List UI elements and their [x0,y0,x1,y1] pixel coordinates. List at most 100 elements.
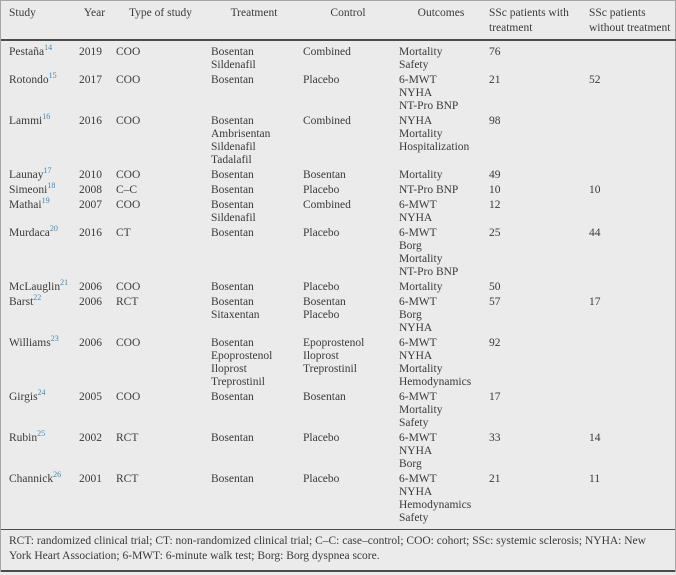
header-row: Study Year Type of study Treatment Control Ou… [1,1,676,41]
year-cell: 2001 [79,473,102,485]
outcomes-cell-line: NYHA [399,115,433,127]
outcomes-cell: 6-MWT NYHA NT-Pro BNP [399,73,489,114]
column-header: SSc patients with treatment [489,1,589,41]
study-cell: Williams23 [1,334,79,390]
outcomes-cell-line: NYHA [399,322,433,334]
citation-ref-link[interactable]: 22 [33,293,42,303]
without-treatment-cell: 17 [589,296,601,308]
type-cell: COO [116,281,141,293]
with-treatment-cell: 50 [489,281,501,293]
outcomes-cell-line: 6-MWT [399,199,437,211]
control-cell: Epoprostenol Iloprost Treprostinil [303,336,399,390]
studies-table: Study Year Type of study Treatment Control Ou… [1,1,676,529]
treatment-cell-line: Bosentan [211,281,254,293]
outcomes-cell-line: Borg [399,458,422,470]
citation-ref-link[interactable]: 15 [48,71,57,81]
outcomes-cell-line: 6-MWT [399,74,437,86]
column-header: Outcomes [399,1,489,41]
control-cell-line: Treprostinil [303,363,357,375]
with-treatment-cell: 21 [489,473,501,485]
control-cell-line: Combined [303,199,351,211]
study-cell: Rotondo15 [1,71,79,114]
outcomes-cell-line: Hemodynamics [399,376,472,388]
year-cell: 2006 [79,281,102,293]
table-footnote: RCT: randomized clinical trial; CT: non-… [1,529,675,572]
outcomes-cell: NT-Pro BNP [399,183,489,198]
type-cell: COO [116,46,141,58]
table-row: Girgis24 2005 COO Bosentan Bosentan 6-MWT Mort… [1,388,676,431]
treatment-cell-line: Sildenafil [211,141,256,153]
citation-ref-link[interactable]: 14 [44,43,53,53]
outcomes-cell: 6-MWT NYHA Hemodynamics Safety [399,472,489,529]
control-cell-line: Epoprostenol [303,337,365,349]
citation-ref-link[interactable]: 19 [41,196,50,206]
study-name: Channick [9,473,54,485]
citation-ref-link[interactable]: 18 [47,181,56,191]
study-name: Launay [9,169,44,181]
treatment-cell-line: Ambrisentan [211,128,271,140]
citation-ref-link[interactable]: 20 [49,224,58,234]
study-cell: Pestaña14 [1,40,79,73]
outcomes-cell: Mortality Safety [399,40,489,73]
study-cell: Rubin25 [1,429,79,472]
treatment-cell: Bosentan [211,431,303,472]
outcomes-cell: 6-MWT Borg Mortality NT-Pro BNP [399,226,489,280]
with-treatment-cell: 17 [489,391,501,403]
treatment-cell: Bosentan Sildenafil [211,40,303,73]
column-header: Control [303,1,399,41]
type-cell: COO [116,115,141,127]
control-cell-line: Placebo [303,184,340,196]
study-cell: Girgis24 [1,388,79,431]
treatment-cell: Bosentan [211,183,303,198]
type-cell: RCT [116,432,139,444]
control-cell: Bosentan [303,390,399,431]
treatment-cell-line: Bosentan [211,115,254,127]
treatment-cell-line: Tadalafil [211,154,252,166]
treatment-cell: Bosentan Sitaxentan [211,295,303,336]
without-treatment-cell [589,114,676,168]
outcomes-cell-line: 6-MWT [399,473,437,485]
outcomes-cell-line: Safety [399,59,429,71]
control-cell: Bosentan Placebo [303,295,399,336]
type-cell: RCT [116,296,139,308]
citation-ref-link[interactable]: 25 [37,429,46,439]
table-row: Rotondo15 2017 COO Bosentan Placebo 6-MWT NYHA… [1,71,676,114]
table-row: Channick26 2001 RCT Bosentan Placebo 6-MWT NYH… [1,470,676,529]
study-name: Murdaca [9,227,50,239]
control-cell-line: Combined [303,46,351,58]
citation-ref-link[interactable]: 21 [60,278,69,288]
type-cell: COO [116,74,141,86]
control-cell: Combined [303,40,399,73]
citation-ref-link[interactable]: 24 [37,388,46,398]
type-cell: CT [116,227,131,239]
table-row: Mathai19 2007 COO Bosentan Sildenafil Combine… [1,196,676,226]
treatment-cell: Bosentan [211,226,303,280]
column-header: Year [79,1,116,41]
with-treatment-cell: 33 [489,432,501,444]
study-name: Girgis [9,391,38,403]
outcomes-cell-line: 6-MWT [399,296,437,308]
control-cell-line: Iloprost [303,350,339,362]
without-treatment-cell: 11 [589,473,601,485]
study-cell: McLauglin21 [1,278,79,295]
type-cell: C–C [116,184,138,196]
treatment-cell: Bosentan Sildenafil [211,198,303,226]
outcomes-cell-line: NYHA [399,87,433,99]
citation-ref-link[interactable]: 26 [53,470,62,480]
table-row: Simeoni18 2008 C–C Bosentan Placebo NT-Pro BN… [1,181,676,198]
citation-ref-link[interactable]: 16 [42,112,51,122]
control-cell: Combined [303,114,399,168]
control-cell: Placebo [303,472,399,529]
outcomes-cell-line: NT-Pro BNP [399,184,459,196]
treatment-cell: Bosentan Epoprostenol Iloprost Treprostinil [211,336,303,390]
control-cell: Combined [303,198,399,226]
treatment-cell-line: Treprostinil [211,376,265,388]
control-cell-line: Placebo [303,309,340,321]
treatment-cell-line: Epoprostenol [211,350,273,362]
outcomes-cell: NYHA Mortality Hospitalization [399,114,489,168]
treatment-cell-line: Bosentan [211,337,254,349]
without-treatment-cell [589,168,676,183]
citation-ref-link[interactable]: 17 [43,166,52,176]
outcomes-cell-line: Hemodynamics [399,499,472,511]
citation-ref-link[interactable]: 23 [50,334,59,344]
